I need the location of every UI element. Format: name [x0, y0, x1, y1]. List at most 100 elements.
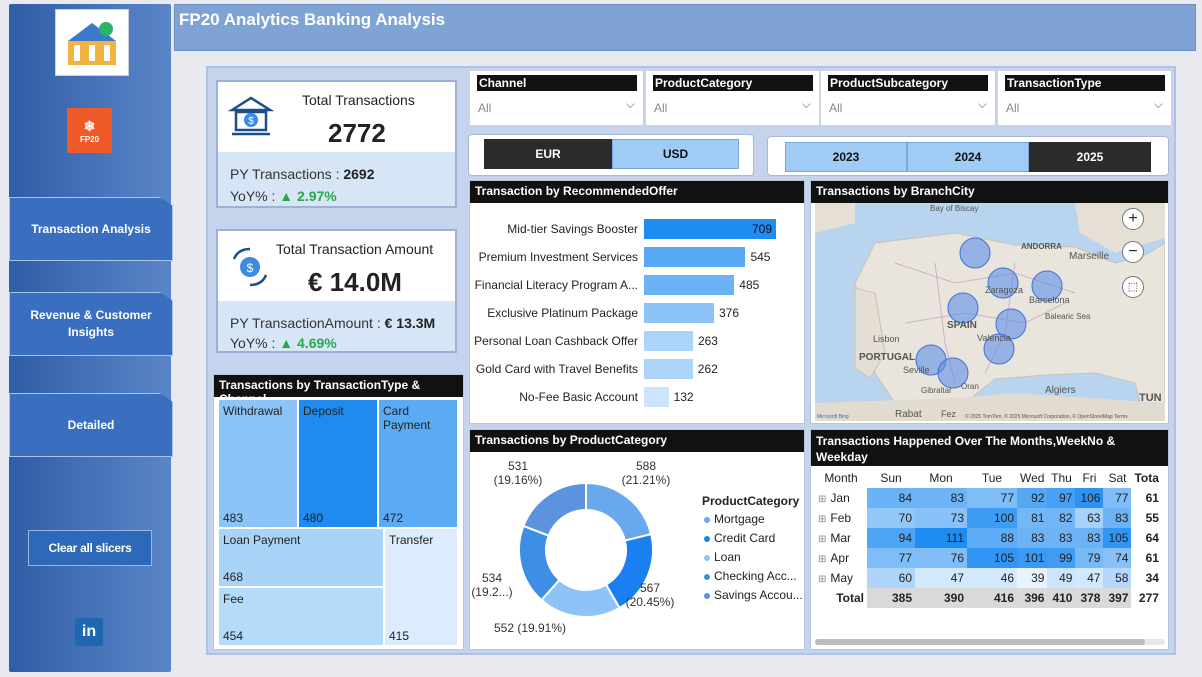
matrix-header[interactable]: Wed [1017, 468, 1048, 488]
donut-slice[interactable] [585, 481, 653, 542]
linkedin-icon[interactable]: in [75, 618, 103, 646]
expand-icon[interactable]: ⊞ [818, 534, 827, 545]
treemap-cell[interactable]: Loan Payment 468 [218, 528, 384, 587]
treemap-cell[interactable]: Deposit 480 [298, 399, 378, 528]
matrix-cell[interactable]: 83 [1075, 528, 1104, 548]
matrix-cell[interactable]: 83 [1047, 528, 1076, 548]
currency-usd[interactable]: USD [612, 139, 739, 169]
legend-item[interactable]: Credit Card [704, 531, 775, 545]
matrix-header[interactable]: Fri [1075, 468, 1104, 488]
matrix-header[interactable]: Mon [915, 468, 967, 488]
donut-slice[interactable] [522, 481, 587, 537]
scrollbar-thumb[interactable] [815, 639, 1145, 645]
slicer-product-subcategory[interactable]: ProductSubcategory All ⌵ [820, 70, 996, 126]
donut-data-label: (19.2...) [471, 585, 512, 599]
matrix-cell[interactable]: 105 [967, 548, 1017, 568]
matrix-cell[interactable]: 47 [915, 568, 967, 588]
horizontal-scrollbar[interactable] [815, 639, 1165, 645]
matrix-cell[interactable]: 84 [867, 488, 915, 508]
matrix-header[interactable]: Sat [1103, 468, 1132, 488]
legend-item[interactable]: Savings Accou... [704, 588, 803, 602]
bar[interactable] [644, 387, 669, 407]
select-area-icon[interactable]: ⬚ [1122, 276, 1144, 298]
matrix-cell[interactable]: 77 [1103, 488, 1132, 508]
nav-detailed[interactable]: Detailed [9, 393, 173, 457]
matrix-cell[interactable]: 77 [967, 488, 1017, 508]
matrix-cell[interactable]: 76 [915, 548, 967, 568]
matrix-cell[interactable]: 83 [915, 488, 967, 508]
slicer-value: All [654, 101, 668, 115]
year-2023[interactable]: 2023 [785, 142, 907, 172]
bar[interactable] [644, 331, 693, 351]
map-label: SPAIN [947, 320, 977, 331]
matrix-cell[interactable]: 73 [915, 508, 967, 528]
matrix-cell[interactable]: 101 [1017, 548, 1048, 568]
matrix-cell[interactable]: 106 [1075, 488, 1104, 508]
expand-icon[interactable]: ⊞ [818, 554, 827, 565]
matrix-cell[interactable]: 82 [1047, 508, 1076, 528]
matrix-header[interactable]: Tue [967, 468, 1017, 488]
legend-item[interactable]: Loan [704, 550, 741, 564]
bar[interactable] [644, 247, 746, 267]
matrix-cell[interactable]: 83 [1103, 508, 1132, 528]
chevron-down-icon[interactable]: ⌵ [801, 97, 811, 111]
matrix-cell[interactable]: 99 [1047, 548, 1076, 568]
matrix-cell[interactable]: 97 [1047, 488, 1076, 508]
treemap-cell[interactable]: Card Payment 472 [378, 399, 458, 528]
slicer-transaction-type[interactable]: TransactionType All ⌵ [997, 70, 1172, 126]
matrix-cell[interactable]: 49 [1047, 568, 1076, 588]
currency-eur[interactable]: EUR [484, 139, 612, 169]
zoom-in-icon[interactable]: + [1122, 208, 1144, 230]
slicer-channel[interactable]: Channel All ⌵ [469, 70, 644, 126]
clear-slicers-button[interactable]: Clear all slicers [28, 530, 152, 566]
expand-icon[interactable]: ⊞ [818, 494, 827, 505]
expand-icon[interactable]: ⊞ [818, 574, 827, 585]
matrix-cell[interactable]: 47 [1075, 568, 1104, 588]
expand-icon[interactable]: ⊞ [818, 514, 827, 525]
donut-chart[interactable]: 531(19.16%) 588(21.21%) 567(20.45%) 552 (19… [470, 452, 700, 648]
zoom-out-icon[interactable]: − [1122, 241, 1144, 263]
matrix-cell[interactable]: 60 [867, 568, 915, 588]
year-2024[interactable]: 2024 [907, 142, 1029, 172]
slicer-product-category[interactable]: ProductCategory All ⌵ [645, 70, 820, 126]
treemap-cell[interactable]: Withdrawal 483 [218, 399, 298, 528]
year-2025[interactable]: 2025 [1029, 142, 1151, 172]
matrix-cell[interactable]: 94 [867, 528, 915, 548]
nav-transaction-analysis[interactable]: Transaction Analysis [9, 197, 173, 261]
matrix-cell[interactable]: 100 [967, 508, 1017, 528]
matrix-cell[interactable]: 88 [967, 528, 1017, 548]
chevron-down-icon[interactable]: ⌵ [977, 97, 987, 111]
bar[interactable] [644, 219, 776, 239]
matrix-cell[interactable]: 77 [867, 548, 915, 568]
chevron-down-icon[interactable]: ⌵ [625, 97, 635, 111]
bar[interactable] [644, 359, 693, 379]
chevron-down-icon[interactable]: ⌵ [1153, 97, 1163, 111]
donut-data-label: 552 (19.91%) [494, 621, 566, 635]
matrix-cell[interactable]: 58 [1103, 568, 1132, 588]
legend-item[interactable]: Checking Acc... [704, 569, 797, 583]
treemap-cell[interactable]: Transfer 415 [384, 528, 458, 646]
matrix-header[interactable]: Thu [1047, 468, 1076, 488]
matrix-cell[interactable]: 79 [1075, 548, 1104, 568]
matrix-cell[interactable]: 39 [1017, 568, 1048, 588]
exchange-icon: $ [232, 247, 268, 287]
matrix-header[interactable]: Month [815, 468, 867, 488]
matrix-header[interactable]: Sun [867, 468, 915, 488]
matrix-cell[interactable]: 46 [967, 568, 1017, 588]
nav-revenue-customer-insights[interactable]: Revenue & Customer Insights [9, 292, 173, 356]
matrix-cell[interactable]: 81 [1017, 508, 1048, 528]
matrix-cell[interactable]: 74 [1103, 548, 1132, 568]
matrix-cell[interactable]: 105 [1103, 528, 1132, 548]
bar[interactable] [644, 275, 735, 295]
matrix-cell[interactable]: 92 [1017, 488, 1048, 508]
matrix-header[interactable]: Tota [1131, 468, 1162, 488]
matrix-cell[interactable]: 63 [1075, 508, 1104, 528]
map-canvas[interactable]: Bay of Biscay ANDORRA Marseille Zaragoza… [815, 203, 1165, 421]
matrix-cell[interactable]: 70 [867, 508, 915, 528]
matrix-cell[interactable]: 111 [915, 528, 967, 548]
treemap-cell[interactable]: Fee 454 [218, 587, 384, 646]
legend-item[interactable]: Mortgage [704, 512, 765, 526]
bar[interactable] [644, 303, 714, 323]
matrix-cell[interactable]: 83 [1017, 528, 1048, 548]
header: FP20 Analytics Banking Analysis [174, 4, 1196, 51]
